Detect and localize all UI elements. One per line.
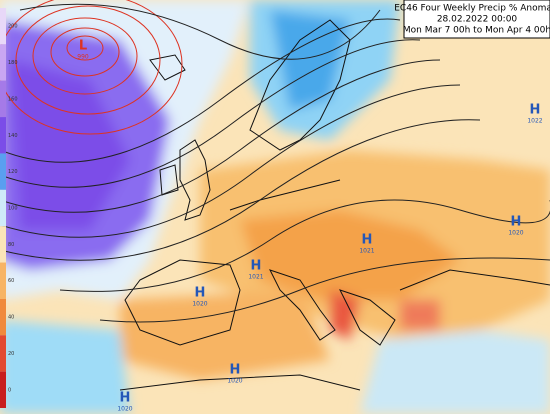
pressure-value: 1020: [227, 378, 242, 385]
coastlines: [119, 19, 550, 391]
scale-label: 60: [8, 278, 14, 284]
scale-label: 120: [8, 169, 18, 175]
pressure-value: 1020: [192, 301, 207, 308]
scale-swatch: [0, 262, 6, 299]
scale-swatch: [0, 189, 6, 227]
pressure-symbol: L: [79, 39, 87, 54]
pressure-symbol: H: [362, 233, 373, 248]
scale-swatch: [0, 335, 6, 372]
pressure-symbol: H: [251, 259, 262, 274]
title-line: Mon Mar 7 00h to Mon Apr 4 00h: [403, 26, 550, 36]
scale-label: 200: [8, 24, 18, 30]
scale-swatch: [0, 298, 6, 336]
pressure-value: 1021: [359, 248, 374, 255]
title-box-frame: [403, 0, 550, 39]
scale-swatch: [0, 226, 6, 263]
scale-label: 180: [8, 60, 18, 66]
title-box: EC46 Four Weekly Precip % Anomaly 28.02.…: [394, 0, 550, 39]
pressure-symbol: H: [230, 363, 241, 378]
pressure-symbol: H: [511, 215, 522, 230]
scale-swatch: [0, 8, 6, 45]
scale-label: 80: [8, 242, 14, 248]
scale-swatch: [0, 153, 6, 190]
scale-label: 100: [8, 206, 18, 212]
pressure-symbol: H: [195, 286, 206, 301]
pressure-symbol: H: [530, 103, 541, 118]
pressure-value: 1021: [248, 274, 263, 281]
title-line: 28.02.2022 00:00: [437, 15, 518, 25]
scale-label: 140: [8, 133, 18, 139]
scale-label: 40: [8, 315, 14, 321]
title-line: EC46 Four Weekly Precip % Anomaly: [394, 4, 550, 14]
low-isobars: [0, 0, 183, 135]
pressure-value: 1020: [508, 230, 523, 237]
scale-label: 160: [8, 96, 18, 102]
pressure-value: 1022: [527, 118, 542, 125]
scale-swatch: [0, 117, 6, 154]
scale-swatch: [0, 371, 6, 408]
scale-label: 0: [8, 387, 11, 393]
pressure-value: 990: [77, 54, 89, 61]
pressure-value: 1020: [117, 406, 132, 413]
scale-swatch: [0, 44, 6, 81]
pressure-symbol: H: [120, 391, 131, 406]
scale-swatch: [0, 80, 6, 118]
isobars: [0, 3, 550, 323]
scale-label: 20: [8, 351, 14, 357]
